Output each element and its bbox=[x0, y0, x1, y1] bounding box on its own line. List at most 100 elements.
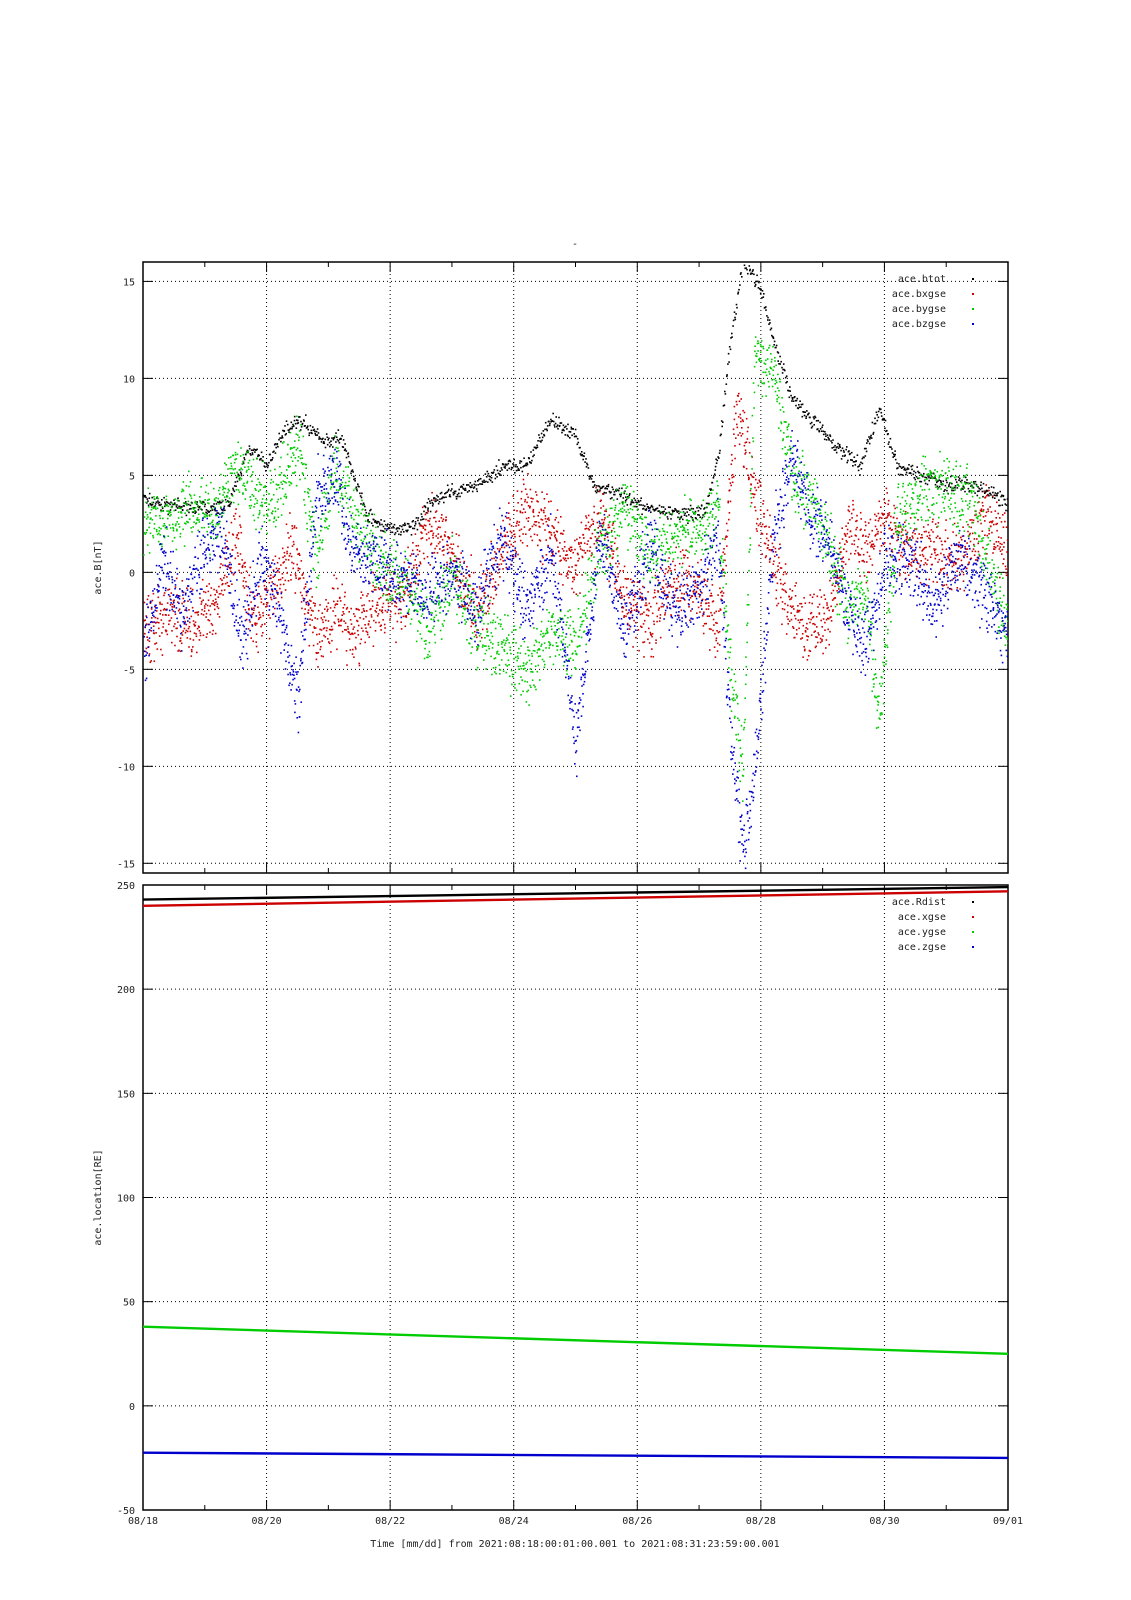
data-point bbox=[701, 615, 704, 617]
data-point bbox=[415, 640, 418, 643]
data-point bbox=[420, 637, 423, 640]
data-point bbox=[352, 489, 355, 492]
data-point bbox=[352, 526, 354, 528]
data-point bbox=[451, 483, 453, 485]
data-point bbox=[772, 337, 775, 340]
data-point bbox=[833, 577, 835, 579]
data-point bbox=[533, 533, 536, 536]
data-point bbox=[191, 502, 193, 505]
data-point bbox=[201, 608, 203, 611]
data-point bbox=[255, 641, 257, 643]
data-point bbox=[261, 498, 264, 500]
data-point bbox=[921, 550, 923, 552]
data-point bbox=[432, 618, 435, 621]
data-point bbox=[264, 486, 267, 488]
data-point bbox=[380, 573, 383, 576]
data-point bbox=[599, 531, 602, 533]
data-point bbox=[212, 603, 215, 605]
data-point bbox=[323, 634, 325, 637]
data-point bbox=[217, 613, 219, 615]
data-point bbox=[936, 481, 938, 484]
data-point bbox=[460, 581, 462, 584]
data-point bbox=[944, 540, 947, 543]
data-point bbox=[393, 570, 396, 573]
data-point bbox=[776, 604, 778, 607]
data-point bbox=[621, 487, 623, 490]
data-point bbox=[258, 481, 261, 484]
data-point bbox=[425, 512, 428, 514]
data-point bbox=[507, 544, 509, 546]
data-point bbox=[885, 487, 888, 490]
data-point bbox=[929, 556, 932, 558]
data-point bbox=[336, 648, 338, 651]
data-point bbox=[833, 449, 836, 451]
data-point bbox=[179, 637, 182, 639]
data-point bbox=[570, 546, 573, 549]
data-point bbox=[242, 484, 244, 487]
data-point bbox=[563, 541, 566, 543]
data-point bbox=[661, 586, 664, 588]
data-point bbox=[455, 533, 458, 535]
data-point bbox=[844, 534, 847, 536]
data-point bbox=[548, 424, 551, 427]
data-point bbox=[147, 516, 149, 518]
data-point bbox=[251, 473, 253, 476]
data-point bbox=[419, 608, 422, 611]
data-point bbox=[931, 521, 934, 523]
data-point bbox=[264, 485, 266, 487]
data-point bbox=[850, 451, 853, 454]
data-point bbox=[306, 491, 309, 493]
data-point bbox=[955, 481, 958, 483]
data-point bbox=[998, 548, 1001, 550]
data-point bbox=[853, 456, 856, 458]
data-point bbox=[449, 495, 452, 498]
data-point bbox=[409, 526, 411, 528]
data-point bbox=[335, 432, 337, 434]
data-point bbox=[278, 568, 280, 570]
data-point bbox=[788, 389, 790, 392]
data-point bbox=[216, 591, 218, 593]
data-point bbox=[457, 570, 459, 573]
data-point bbox=[585, 458, 587, 460]
data-point bbox=[849, 530, 852, 532]
data-point bbox=[614, 587, 617, 590]
data-point bbox=[383, 530, 385, 533]
data-point bbox=[865, 450, 868, 453]
data-point bbox=[294, 573, 297, 575]
data-point bbox=[597, 527, 599, 529]
data-point bbox=[681, 574, 683, 577]
data-point bbox=[438, 600, 440, 602]
data-point bbox=[552, 420, 555, 423]
data-point bbox=[283, 561, 285, 563]
data-point bbox=[977, 486, 979, 488]
data-point bbox=[492, 472, 494, 474]
data-point bbox=[978, 490, 980, 492]
data-point bbox=[919, 480, 921, 483]
data-point bbox=[219, 486, 221, 489]
data-point bbox=[774, 573, 776, 576]
data-point bbox=[868, 533, 871, 536]
data-point bbox=[513, 458, 515, 461]
data-point bbox=[463, 597, 466, 599]
data-point bbox=[198, 519, 200, 521]
data-point bbox=[740, 398, 742, 400]
data-point bbox=[436, 528, 439, 530]
data-point bbox=[291, 561, 293, 564]
data-point bbox=[439, 612, 441, 614]
data-point bbox=[710, 628, 712, 631]
data-point bbox=[332, 610, 334, 612]
data-point bbox=[523, 526, 526, 528]
data-point bbox=[688, 514, 690, 516]
data-point bbox=[196, 651, 198, 654]
data-point bbox=[875, 411, 878, 414]
data-point bbox=[819, 637, 822, 640]
data-point bbox=[501, 546, 503, 549]
data-point bbox=[229, 561, 231, 564]
data-point bbox=[971, 532, 974, 535]
data-point bbox=[746, 430, 749, 433]
data-point bbox=[359, 492, 361, 495]
data-point bbox=[308, 510, 311, 513]
data-point bbox=[880, 531, 882, 533]
data-point bbox=[445, 566, 448, 568]
data-point bbox=[316, 554, 318, 557]
